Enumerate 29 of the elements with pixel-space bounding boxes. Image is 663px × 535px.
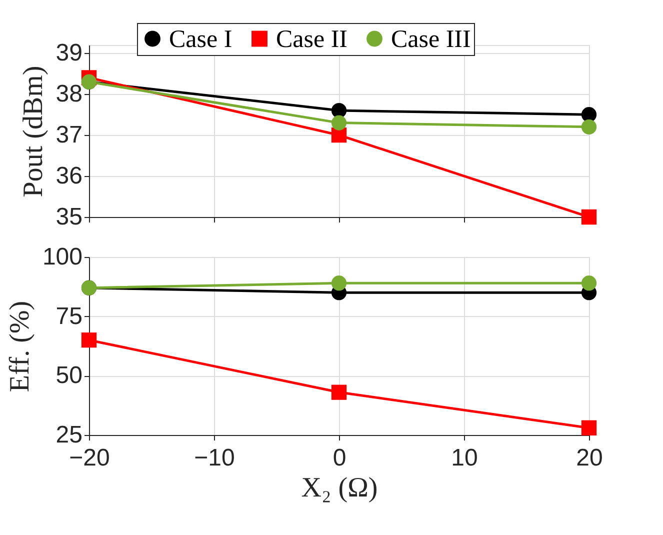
y-tick-label: 35 <box>56 204 82 230</box>
point <box>581 420 597 436</box>
x-tick-label: 20 <box>576 444 603 472</box>
point <box>331 128 347 143</box>
y-tick-label: 39 <box>56 40 82 67</box>
y-tick-label: 100 <box>42 244 82 270</box>
point <box>581 209 597 225</box>
point <box>81 332 97 348</box>
x-tick-label: −10 <box>194 444 235 472</box>
point <box>331 384 347 400</box>
point <box>331 102 347 118</box>
y-axis-title: Eff. (%) <box>4 300 36 392</box>
point <box>581 276 597 291</box>
point <box>581 119 597 134</box>
y-axis-title: Pout (dBm) <box>18 66 49 198</box>
point <box>581 107 597 122</box>
point <box>331 115 347 130</box>
x-tick-label: 10 <box>451 444 478 472</box>
point <box>331 276 347 291</box>
legend-label: Case III <box>391 26 471 53</box>
y-tick-label: 37 <box>56 122 82 149</box>
x-tick-label: 0 <box>332 444 346 472</box>
legend-label: Case I <box>169 26 232 53</box>
y-tick-label: 38 <box>56 80 82 108</box>
x-axis-title: X₂ (Ω) <box>301 472 378 504</box>
legend-label: Case II <box>276 26 348 53</box>
y-tick-label: 36 <box>56 162 82 190</box>
y-tick-label: 75 <box>56 302 82 330</box>
y-tick-label: 50 <box>56 362 82 390</box>
